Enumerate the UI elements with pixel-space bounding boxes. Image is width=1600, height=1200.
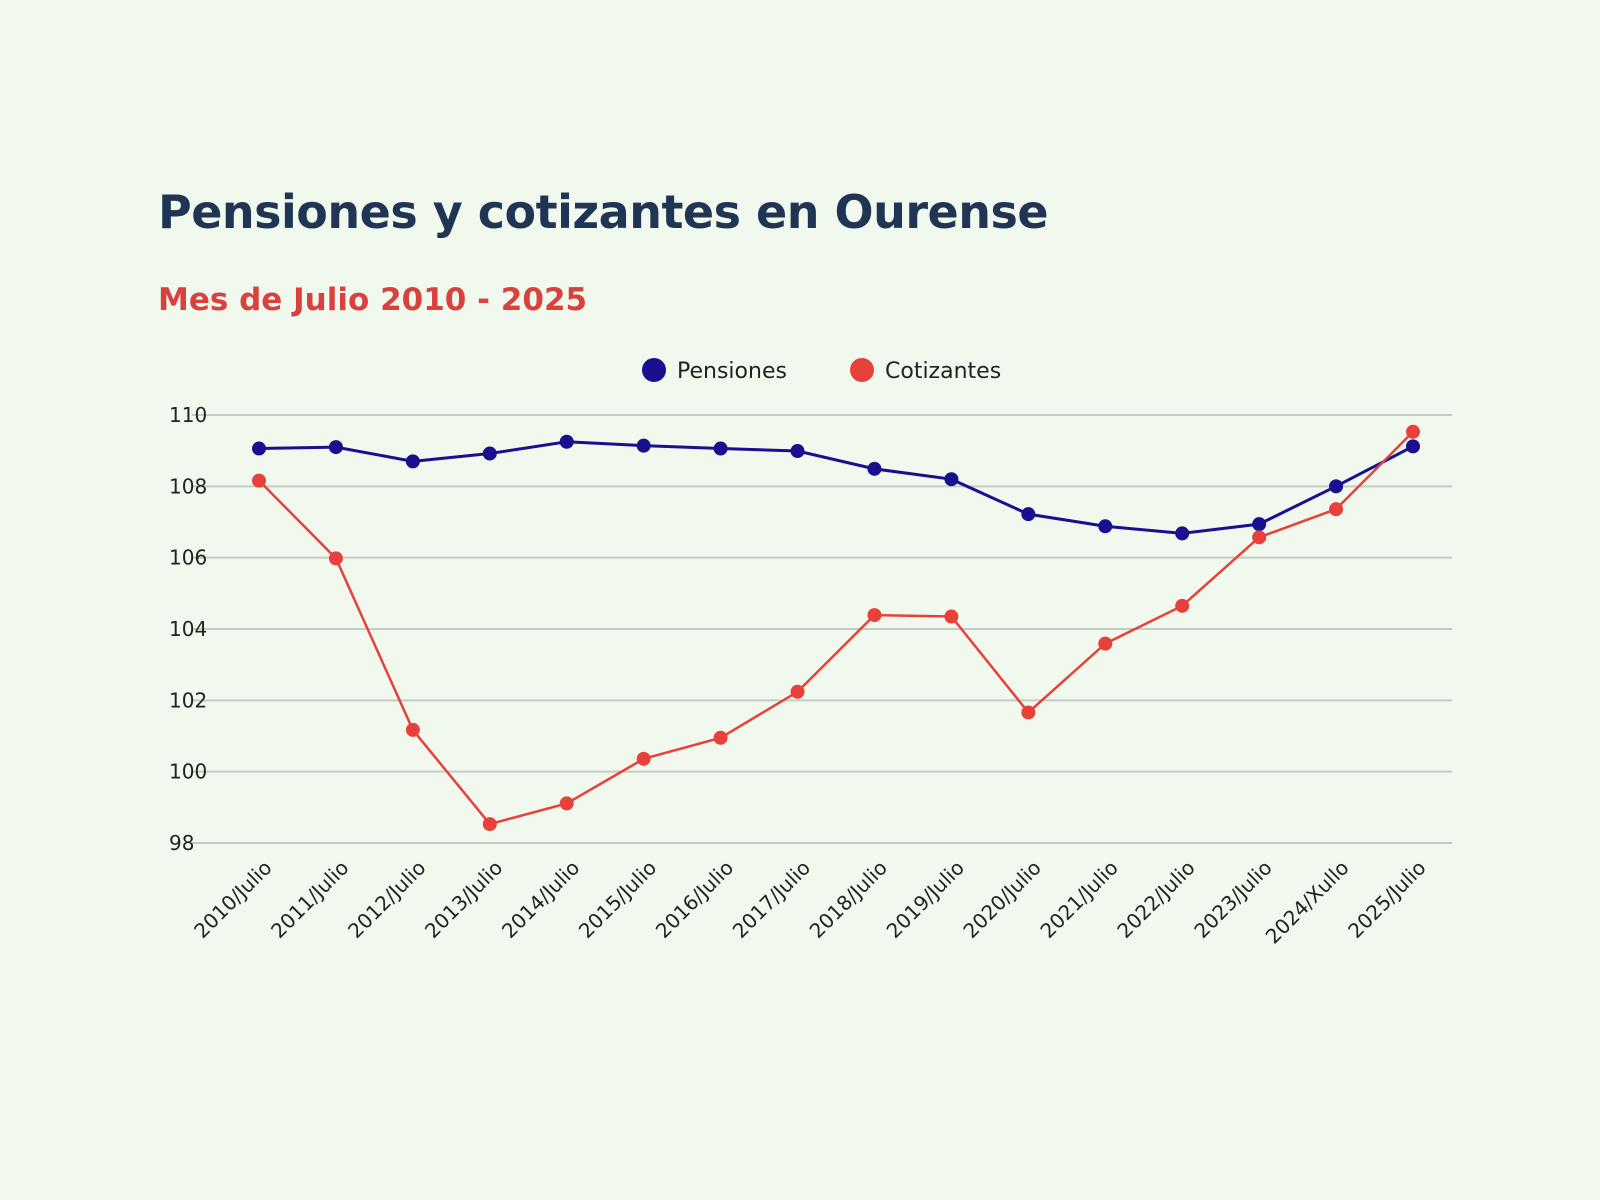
data-point-pensiones xyxy=(1175,526,1190,541)
x-tick-label: 2013/Julio xyxy=(420,856,507,943)
data-point-cotizantes xyxy=(790,684,805,699)
data-point-cotizantes xyxy=(867,608,882,623)
data-point-cotizantes xyxy=(405,722,420,737)
y-tick-label: 104 xyxy=(169,617,207,641)
chart-title: Pensiones y cotizantes en Ourense xyxy=(158,185,1049,239)
legend-marker-pensiones xyxy=(642,358,666,382)
data-point-cotizantes xyxy=(252,473,266,488)
data-point-pensiones xyxy=(1021,507,1036,522)
data-point-pensiones xyxy=(1098,519,1113,534)
data-point-pensiones xyxy=(482,446,497,461)
data-point-cotizantes xyxy=(559,796,574,811)
legend-marker-cotizantes xyxy=(850,358,874,382)
x-tick-label: 2025/Julio xyxy=(1343,856,1430,943)
y-tick-label: 110 xyxy=(169,403,207,427)
x-tick-label: 2010/Julio xyxy=(189,856,276,943)
data-point-pensiones xyxy=(867,461,882,476)
data-point-cotizantes xyxy=(636,751,651,766)
x-tick-label: 2015/Julio xyxy=(574,856,661,943)
data-point-pensiones xyxy=(252,441,266,456)
x-tick-label: 2017/Julio xyxy=(728,856,815,943)
data-point-pensiones xyxy=(1252,517,1267,532)
data-point-cotizantes xyxy=(1098,636,1113,651)
data-point-cotizantes xyxy=(1175,598,1190,613)
y-tick-label: 98 xyxy=(169,831,194,855)
series-line-cotizantes xyxy=(258,430,1414,826)
data-point-cotizantes xyxy=(1329,502,1344,517)
y-tick-label: 106 xyxy=(169,546,207,570)
x-tick-label: 2024/Xullo xyxy=(1261,856,1354,949)
data-point-cotizantes xyxy=(1406,424,1420,439)
data-point-cotizantes xyxy=(944,609,959,624)
data-point-cotizantes xyxy=(1252,530,1267,545)
data-point-cotizantes xyxy=(482,817,497,832)
data-point-cotizantes xyxy=(1021,705,1036,720)
data-point-pensiones xyxy=(713,441,728,456)
data-point-pensiones xyxy=(1406,439,1420,454)
data-point-pensiones xyxy=(328,440,343,455)
x-tick-label: 2021/Julio xyxy=(1035,856,1122,943)
legend-label: Cotizantes xyxy=(885,359,1001,384)
data-point-pensiones xyxy=(405,454,420,469)
chart-subtitle: Mes de Julio 2010 - 2025 xyxy=(158,282,588,318)
data-point-cotizantes xyxy=(713,730,728,745)
data-point-pensiones xyxy=(636,438,651,453)
data-point-pensiones xyxy=(944,472,959,487)
x-tick-label: 2018/Julio xyxy=(805,856,892,943)
data-point-pensiones xyxy=(1329,479,1344,494)
x-tick-label: 2022/Julio xyxy=(1112,856,1199,943)
data-point-pensiones xyxy=(559,434,574,449)
y-tick-label: 100 xyxy=(169,760,207,784)
x-tick-label: 2014/Julio xyxy=(497,856,584,943)
y-tick-label: 102 xyxy=(169,688,207,712)
y-tick-label: 108 xyxy=(169,474,207,498)
data-point-cotizantes xyxy=(328,551,343,566)
x-tick-label: 2019/Julio xyxy=(882,856,969,943)
x-tick-label: 2016/Julio xyxy=(651,856,738,943)
data-point-pensiones xyxy=(790,444,805,459)
x-tick-label: 2020/Julio xyxy=(958,856,1045,943)
x-tick-label: 2012/Julio xyxy=(343,856,430,943)
series-line-pensiones xyxy=(258,440,1414,535)
x-tick-label: 2011/Julio xyxy=(266,856,353,943)
legend-label: Pensiones xyxy=(677,359,787,384)
